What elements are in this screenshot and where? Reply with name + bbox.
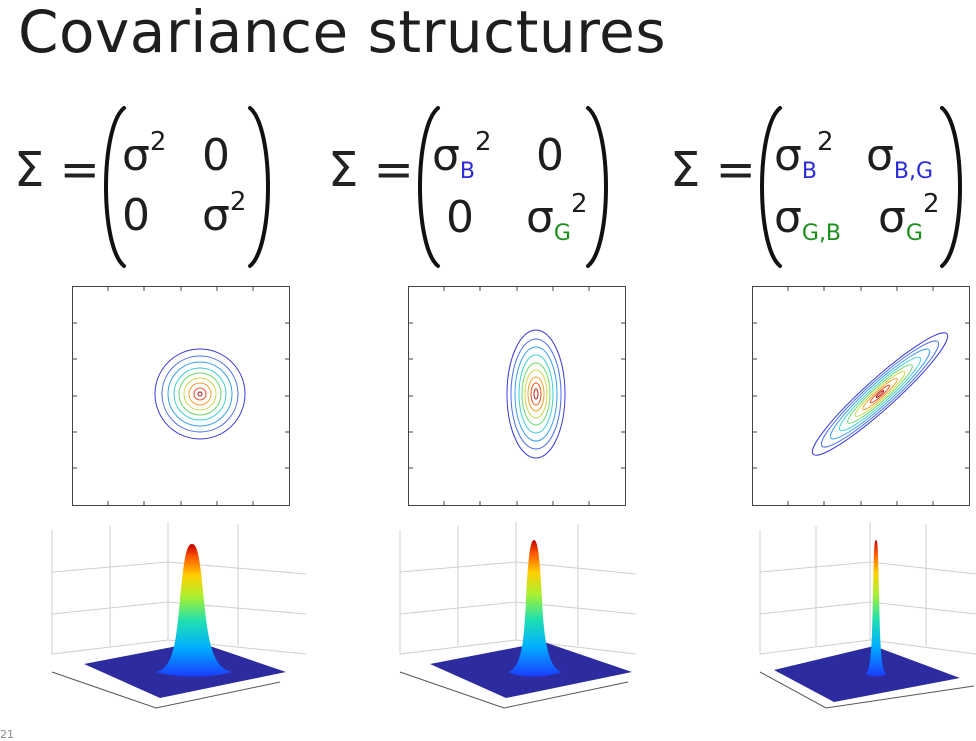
surface-peak (156, 544, 232, 677)
tick-marks (73, 287, 289, 505)
tick-marks (409, 287, 625, 505)
slide-number: 21 (0, 728, 14, 741)
matrix-cell-21: 0 (122, 190, 150, 241)
right-paren (248, 106, 270, 268)
plot-frame (408, 286, 626, 506)
slide-title: Covariance structures (18, 0, 667, 66)
contour-lines (154, 348, 246, 440)
surface-plot-isotropic (51, 522, 307, 709)
matrix-cell-11: σB2 (774, 127, 834, 184)
equation-lhs: Σ = (14, 142, 100, 198)
surface-peak (508, 540, 562, 677)
matrix-cell-11: σ2 (122, 127, 167, 181)
matrix-cell-12: 0 (536, 130, 564, 181)
surface-plot-diagonal (399, 522, 637, 709)
equation-lhs: Σ = (670, 142, 756, 198)
equation-diagonal: Σ = σB2 0 0 σG2 (328, 104, 618, 270)
contour-plot-correlated (752, 286, 970, 506)
axis-lines (759, 671, 975, 709)
right-paren (586, 106, 608, 268)
matrix-cell-21: 0 (446, 192, 474, 243)
matrix-cell-11: σB2 (432, 127, 492, 184)
contour-lines (506, 329, 566, 459)
plot-frame (72, 286, 290, 506)
contour-plot-diagonal (408, 286, 626, 506)
axes-box (399, 522, 637, 655)
matrix-cell-12: σB,G (866, 130, 934, 184)
left-paren (760, 106, 782, 268)
axis-lines (51, 671, 281, 709)
matrix-cell-22: σ2 (202, 187, 247, 241)
left-paren (104, 106, 126, 268)
matrix-cell-12: 0 (202, 130, 230, 181)
axes-box (759, 522, 976, 655)
axis-lines (399, 671, 629, 709)
surface-peak (866, 540, 886, 677)
left-paren (418, 106, 440, 268)
equation-full: Σ = σB2 σB,G σG,B σG2 (670, 104, 970, 270)
plot-frame (752, 286, 970, 506)
contour-lines (811, 332, 949, 456)
tick-marks (753, 287, 969, 505)
surface-plot-correlated (759, 522, 976, 709)
matrix-cell-21: σG,B (774, 192, 842, 246)
equation-isotropic: Σ = σ2 0 0 σ2 (14, 104, 274, 270)
matrix-cell-22: σG2 (526, 189, 588, 246)
contour-plot-isotropic (72, 286, 290, 506)
right-paren (940, 106, 962, 268)
matrix-cell-22: σG2 (878, 189, 940, 246)
equation-lhs: Σ = (328, 142, 414, 198)
